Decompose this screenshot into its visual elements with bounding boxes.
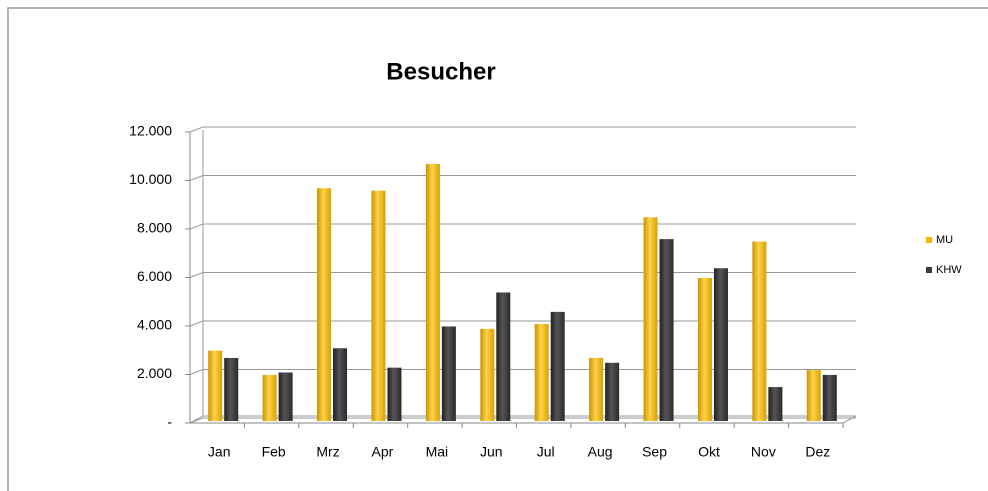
- y-tick-label: -: [167, 414, 172, 430]
- bar: [262, 374, 277, 421]
- x-tick-label: Apr: [372, 444, 394, 460]
- bar: [589, 357, 604, 421]
- legend-label: KHW: [936, 264, 962, 276]
- x-tick-label: Nov: [751, 444, 776, 460]
- bar: [713, 268, 728, 421]
- bar: [224, 357, 239, 421]
- bar: [697, 277, 712, 421]
- y-tick-label: 2.000: [137, 365, 172, 381]
- x-tick-label: Jan: [208, 444, 231, 460]
- bar: [605, 362, 620, 421]
- chart-title: Besucher: [386, 58, 495, 85]
- y-tick-label: 8.000: [137, 220, 172, 236]
- x-tick-label: Aug: [588, 444, 613, 460]
- bar: [752, 241, 767, 421]
- floor: [189, 415, 857, 424]
- bar: [659, 239, 674, 421]
- bar: [208, 350, 223, 421]
- x-tick-label: Mai: [426, 444, 449, 460]
- y-tick-label: 12.000: [129, 123, 172, 139]
- bar: [333, 348, 348, 421]
- grid-line: [189, 175, 856, 181]
- bar: [425, 163, 440, 421]
- bar: [768, 387, 783, 421]
- x-tick-label: Mrz: [316, 444, 339, 460]
- bar: [278, 372, 293, 421]
- grid-line: [189, 223, 856, 230]
- bar: [822, 374, 837, 421]
- legend-label: MU: [936, 234, 953, 246]
- bar: [480, 328, 495, 421]
- y-tick-label: 6.000: [137, 268, 172, 284]
- bar: [441, 326, 456, 421]
- y-tick-label: 4.000: [137, 317, 172, 333]
- grid-line: [189, 369, 856, 375]
- y-tick-label: 10.000: [129, 171, 172, 187]
- grid-line: [189, 320, 856, 327]
- bar: [806, 370, 821, 421]
- legend-swatch: [926, 267, 932, 273]
- x-tick-label: Jun: [480, 444, 503, 460]
- bar: [496, 292, 511, 421]
- x-tick-label: Jul: [537, 444, 555, 460]
- bar: [387, 367, 402, 421]
- grid-line: [189, 417, 856, 424]
- x-tick-label: Feb: [262, 444, 286, 460]
- bar: [371, 190, 386, 421]
- grid-line: [189, 126, 856, 133]
- x-tick-label: Dez: [805, 444, 830, 460]
- bar: [550, 311, 565, 421]
- grid-line: [189, 272, 856, 278]
- bar: [317, 188, 332, 421]
- x-tick-label: Sep: [642, 444, 667, 460]
- legend-swatch: [926, 237, 932, 243]
- bar: [643, 217, 658, 421]
- chart-border: [7, 7, 988, 491]
- bar: [534, 324, 549, 421]
- x-tick-label: Okt: [698, 444, 720, 460]
